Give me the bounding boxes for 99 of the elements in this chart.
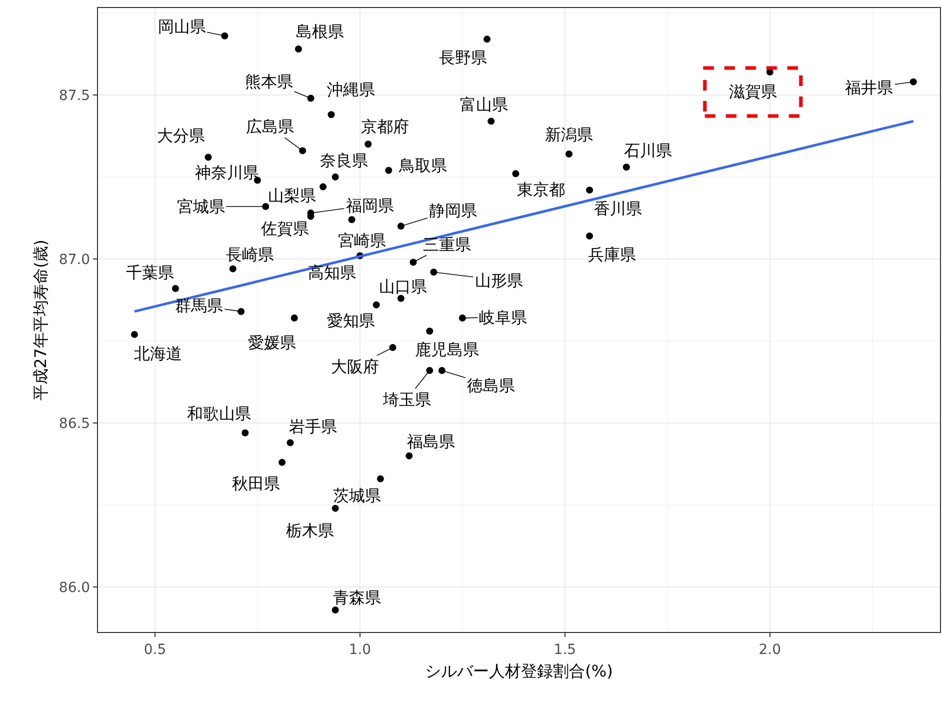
point bbox=[438, 367, 446, 374]
annotation: 新潟県 bbox=[545, 125, 593, 144]
point bbox=[204, 154, 212, 161]
point bbox=[622, 164, 630, 171]
annotation: 富山県 bbox=[460, 95, 508, 114]
point bbox=[299, 147, 306, 154]
annotation: 大阪府 bbox=[331, 357, 379, 376]
point bbox=[410, 258, 417, 266]
y-tick-label: 86.0 bbox=[58, 580, 90, 596]
point bbox=[332, 173, 339, 180]
annotation: 岐阜県 bbox=[479, 308, 527, 327]
annotation: 鹿児島県 bbox=[415, 340, 479, 359]
annotation: 宮崎県 bbox=[338, 231, 386, 250]
annotation: 秋田県 bbox=[232, 474, 280, 493]
point bbox=[406, 452, 413, 460]
x-tick-label: 2.0 bbox=[758, 642, 782, 658]
point bbox=[488, 118, 495, 125]
point bbox=[385, 166, 392, 174]
point bbox=[262, 202, 270, 210]
x-axis-title: シルバー人材登録割合(%) bbox=[425, 662, 613, 681]
x-tick-label: 1.5 bbox=[554, 642, 576, 658]
annotation: 栃木県 bbox=[286, 521, 334, 540]
point bbox=[332, 504, 339, 512]
y-tick-label: 87.0 bbox=[58, 252, 90, 268]
annotation: 静岡県 bbox=[429, 201, 477, 220]
annotation: 埼玉県 bbox=[382, 390, 431, 409]
annotation: 茨城県 bbox=[333, 486, 381, 505]
point bbox=[286, 439, 294, 446]
annotation: 宮城県 bbox=[177, 197, 225, 216]
y-axis-title: 平成27年平均寿命(歳) bbox=[30, 240, 50, 400]
annotation: 福井県 bbox=[845, 78, 893, 97]
annotation: 沖縄県 bbox=[327, 80, 375, 99]
point bbox=[586, 232, 594, 240]
x-tick-label: 1.0 bbox=[348, 642, 372, 658]
annotation: 千葉県 bbox=[126, 263, 174, 282]
x-tick-label: 0.5 bbox=[144, 642, 166, 658]
annotation: 愛知県 bbox=[327, 311, 375, 330]
annotation: 佐賀県 bbox=[261, 219, 309, 238]
point bbox=[389, 344, 396, 352]
point bbox=[290, 314, 298, 322]
point bbox=[328, 111, 335, 118]
annotation: 三重県 bbox=[423, 235, 471, 254]
annotation: 兵庫県 bbox=[588, 245, 636, 264]
point bbox=[307, 94, 314, 102]
point bbox=[320, 183, 327, 190]
point bbox=[430, 268, 438, 276]
point bbox=[426, 328, 434, 335]
annotation: 奈良県 bbox=[320, 151, 368, 170]
y-tick-label: 86.5 bbox=[58, 416, 90, 432]
annotation: 福島県 bbox=[407, 432, 455, 451]
annotation: 山梨県 bbox=[268, 186, 316, 205]
point bbox=[242, 429, 249, 436]
annotation: 群馬県 bbox=[175, 296, 223, 315]
annotation: 和歌山県 bbox=[187, 404, 251, 423]
point bbox=[229, 265, 236, 272]
point bbox=[484, 36, 491, 43]
annotation: 鳥取県 bbox=[398, 156, 447, 175]
annotation: 長野県 bbox=[439, 48, 487, 67]
annotation: 島根県 bbox=[296, 22, 344, 41]
annotation: 滋賀県 bbox=[729, 82, 777, 101]
point bbox=[458, 314, 466, 322]
annotation: 北海道 bbox=[134, 344, 182, 363]
point bbox=[910, 78, 917, 86]
annotation: 香川県 bbox=[594, 199, 642, 218]
annotation: 山口県 bbox=[379, 277, 427, 296]
annotation: 山形県 bbox=[475, 271, 523, 290]
point bbox=[512, 170, 520, 178]
annotation: 京都府 bbox=[361, 117, 409, 136]
annotation: 東京都 bbox=[517, 180, 565, 199]
point bbox=[238, 308, 245, 315]
point bbox=[376, 475, 384, 482]
point bbox=[397, 222, 404, 230]
point bbox=[566, 150, 573, 158]
point bbox=[130, 330, 138, 338]
point bbox=[364, 140, 372, 148]
annotation: 徳島県 bbox=[467, 376, 515, 395]
point bbox=[172, 285, 179, 292]
point bbox=[426, 367, 434, 374]
annotation: 青森県 bbox=[333, 588, 381, 607]
annotation: 福岡県 bbox=[346, 196, 394, 215]
annotation: 長崎県 bbox=[226, 245, 274, 264]
point bbox=[221, 32, 228, 40]
point bbox=[397, 294, 404, 302]
annotation: 大分県 bbox=[157, 126, 205, 145]
annotation: 高知県 bbox=[308, 263, 356, 282]
annotation: 岡山県 bbox=[158, 17, 206, 36]
point bbox=[278, 458, 286, 466]
annotation: 岩手県 bbox=[289, 417, 337, 436]
y-tick-label: 87.5 bbox=[58, 88, 90, 104]
annotation: 石川県 bbox=[624, 141, 672, 160]
annotation: 神奈川県 bbox=[195, 163, 259, 182]
point bbox=[372, 301, 380, 308]
annotation: 熊本県 bbox=[245, 72, 293, 91]
annotation: 愛媛県 bbox=[248, 333, 296, 352]
annotation: 広島県 bbox=[246, 117, 294, 136]
point bbox=[348, 216, 356, 224]
point bbox=[332, 606, 339, 614]
point bbox=[586, 186, 594, 194]
point bbox=[294, 46, 302, 53]
